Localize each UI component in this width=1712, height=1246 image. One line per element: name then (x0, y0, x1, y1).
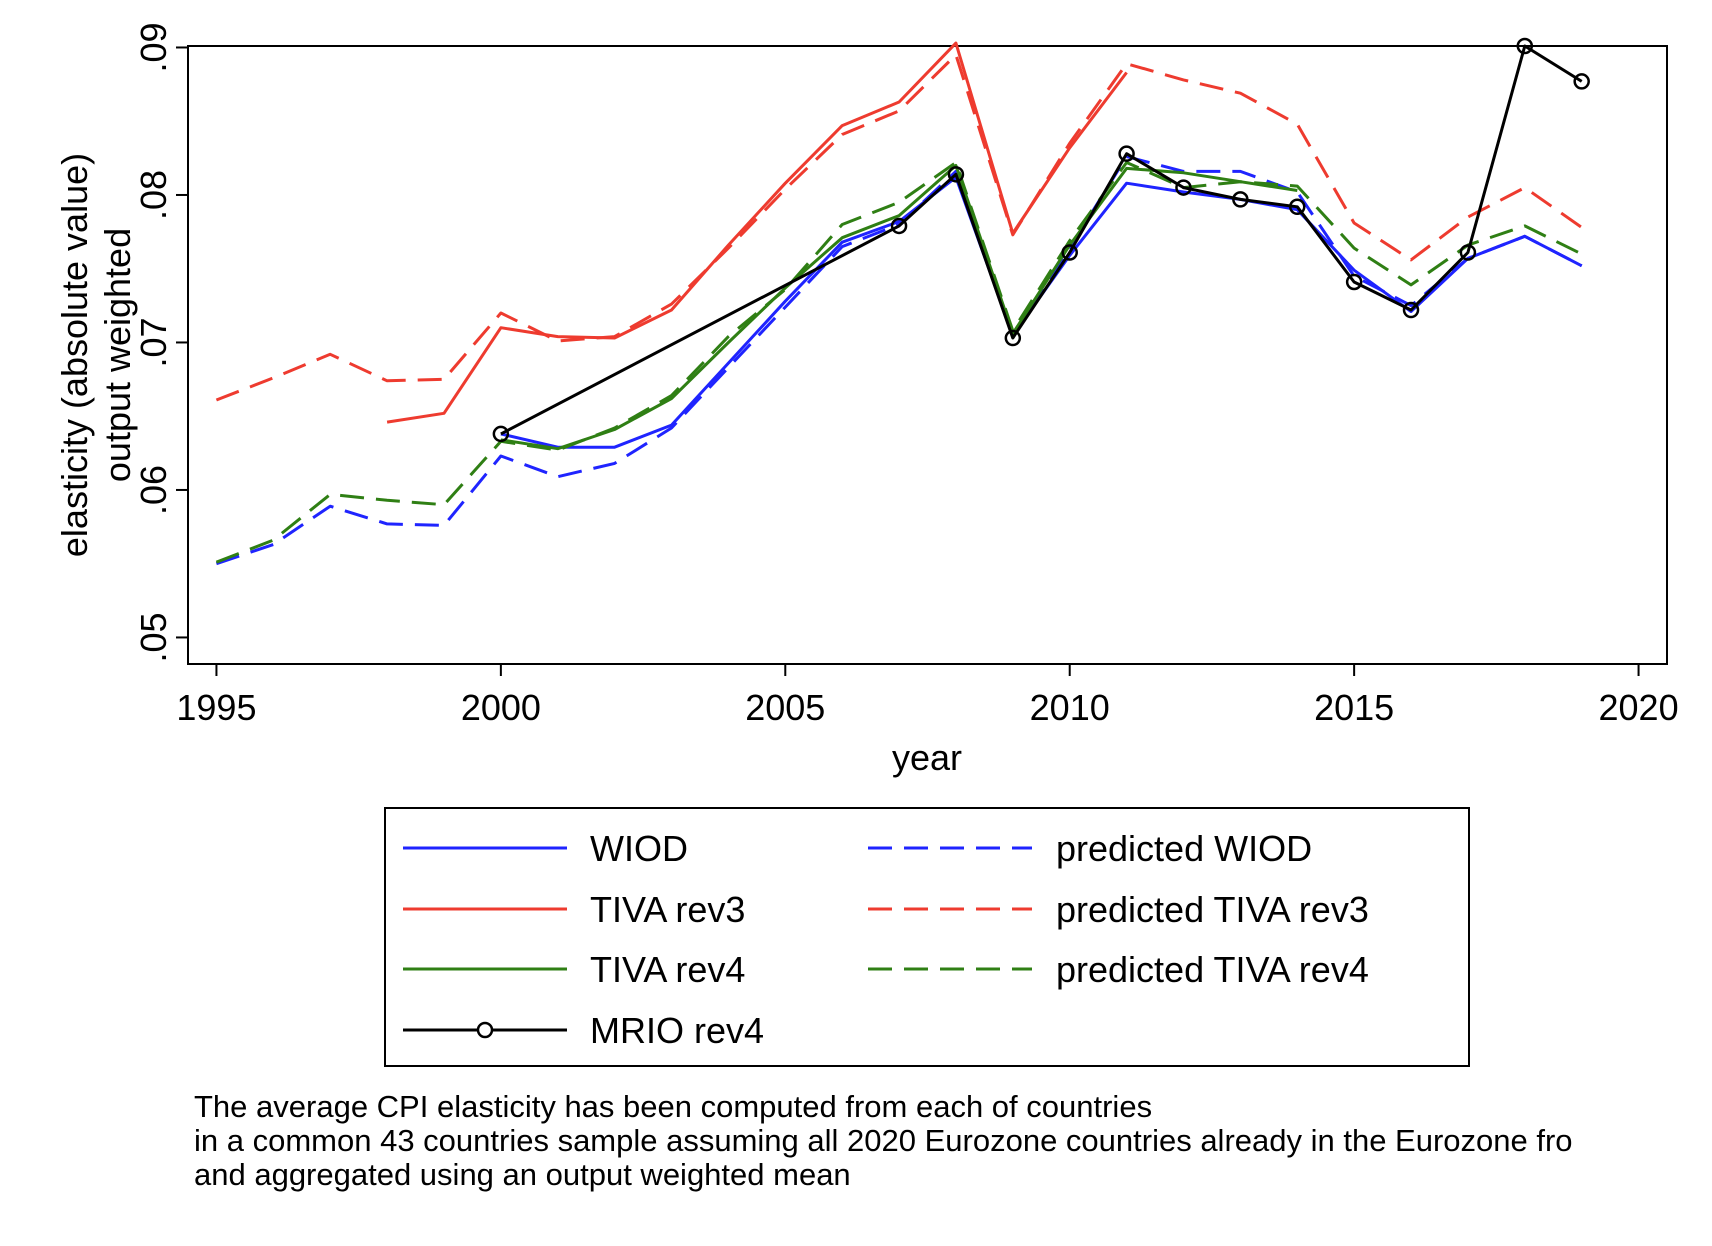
series-predicted-tiva-rev4-line (215, 161, 1583, 564)
series-mrio-rev4-marker (1516, 37, 1534, 55)
series-mrio-rev4-marker (1118, 145, 1135, 162)
y-tick-label-.07: .07 (133, 317, 174, 367)
series-mrio-rev4-marker (1345, 273, 1363, 291)
x-tick-label-2000: 2000 (461, 687, 541, 728)
x-tick-label-2010: 2010 (1030, 687, 1110, 728)
y-tick-label-.08: .08 (133, 170, 174, 220)
plot-area-frame (187, 45, 1668, 665)
x-tick-label-2015: 2015 (1314, 687, 1394, 728)
y-axis-title-line1: elasticity (absolute value) (54, 153, 95, 557)
footnote-line-3: and aggregated using an output weighted … (194, 1157, 851, 1192)
legend-marker-mrio-rev4 (476, 1021, 494, 1039)
series-mrio-rev4-marker (1289, 198, 1306, 216)
legend-label-tiva-rev3: TIVA rev3 (590, 889, 745, 930)
x-axis-title: year (892, 737, 962, 778)
series-predicted-tiva-rev3-line (215, 53, 1583, 402)
x-tick-label-2020: 2020 (1599, 687, 1679, 728)
y-axis-title-line2: output weighted (97, 228, 138, 482)
axes-layer: 1995 2000 2005 2010 2015 2020 .05 .06 .07 .08 .09 (133, 22, 1679, 728)
series-mrio-rev4-marker (492, 425, 510, 443)
series-mrio-rev4-marker (1459, 244, 1477, 261)
footnote-line-1: The average CPI elasticity has been comp… (194, 1089, 1153, 1124)
x-tick-label-1995: 1995 (176, 687, 256, 728)
legend-label-mrio-rev4: MRIO rev4 (590, 1010, 764, 1051)
y-tick-label-.09: .09 (133, 22, 174, 72)
legend-box (384, 807, 1470, 1067)
legend-label-predicted-tiva-rev4: predicted TIVA rev4 (1056, 949, 1369, 990)
y-tick-label-.06: .06 (133, 465, 174, 515)
series-wiod-line (500, 175, 1583, 449)
legend-label-tiva-rev4: TIVA rev4 (590, 949, 745, 990)
series-mrio-rev4-marker (1573, 73, 1590, 90)
series-mrio-rev4-marker (1175, 179, 1192, 196)
legend-label-predicted-tiva-rev3: predicted TIVA rev3 (1056, 889, 1369, 930)
series-tiva-rev4-line (500, 164, 1298, 451)
series-mrio-rev4-marker (1232, 191, 1249, 208)
series-mrio-rev4-line (500, 44, 1583, 436)
series-mrio-rev4-marker (947, 166, 965, 183)
footnote-line-2: in a common 43 countries sample assuming… (194, 1123, 1573, 1158)
x-tick-label-2005: 2005 (745, 687, 825, 728)
legend-label-predicted-wiod: predicted WIOD (1056, 828, 1312, 869)
series-mrio-rev4-marker (1402, 301, 1420, 319)
series-layer (215, 37, 1590, 566)
series-mrio-rev4-marker (890, 217, 908, 235)
legend: WIOD predicted WIOD TIVA rev3 predicted TIV… (403, 828, 1369, 1051)
series-mrio-rev4-marker (1061, 244, 1078, 261)
legend-label-wiod: WIOD (590, 828, 688, 869)
y-tick-label-.05: .05 (133, 612, 174, 662)
series-mrio-rev4-marker (1004, 329, 1022, 347)
